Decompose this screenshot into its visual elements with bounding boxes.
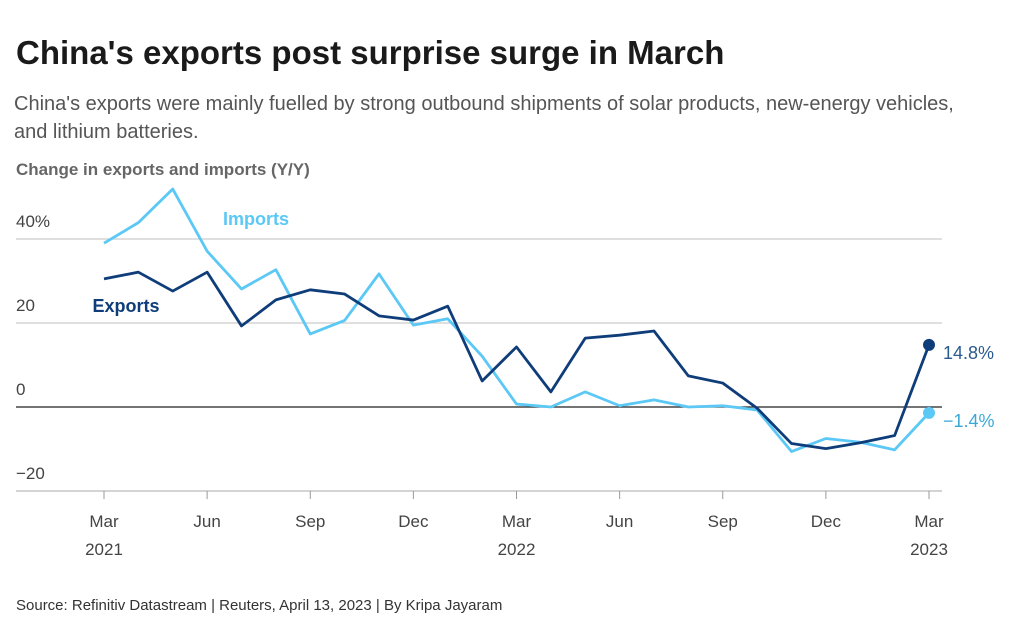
end-point bbox=[923, 406, 935, 419]
x-tick-label: Dec bbox=[398, 512, 429, 531]
y-tick-label: 40% bbox=[16, 212, 50, 231]
x-tick-label: Jun bbox=[193, 512, 220, 531]
x-tick-label: Sep bbox=[295, 512, 325, 531]
value-label: 14.8% bbox=[943, 343, 994, 363]
subtitle-box: China's exports were mainly fuelled by s… bbox=[14, 93, 954, 143]
x-tick-label: Jun bbox=[606, 512, 633, 531]
y-axis-label: Change in exports and imports (Y/Y) bbox=[16, 160, 310, 179]
x-tick-label: Mar 2021 bbox=[85, 512, 123, 559]
series-label: Imports bbox=[223, 209, 289, 229]
series-label: Exports bbox=[92, 296, 159, 316]
x-tick-label: Mar 2023 bbox=[910, 512, 948, 559]
x-tick-label: Sep bbox=[708, 512, 738, 531]
y-tick-label: −20 bbox=[16, 464, 45, 483]
series-line bbox=[103, 270, 931, 450]
source: Source: Refinitiv Datastream | Reuters, … bbox=[16, 597, 502, 614]
x-tick-label: Mar 2022 bbox=[498, 512, 536, 559]
y-tick-label: 20 bbox=[16, 296, 35, 315]
x-tick-label: Dec bbox=[811, 512, 842, 531]
value-label: −1.4% bbox=[943, 411, 995, 431]
series-line bbox=[103, 187, 931, 453]
end-point bbox=[923, 338, 935, 351]
y-tick-label: 0 bbox=[16, 380, 25, 399]
chart-title: China's exports post surprise surge in M… bbox=[16, 34, 724, 71]
chart-subtitle: China's exports were mainly fuelled by s… bbox=[14, 93, 954, 143]
